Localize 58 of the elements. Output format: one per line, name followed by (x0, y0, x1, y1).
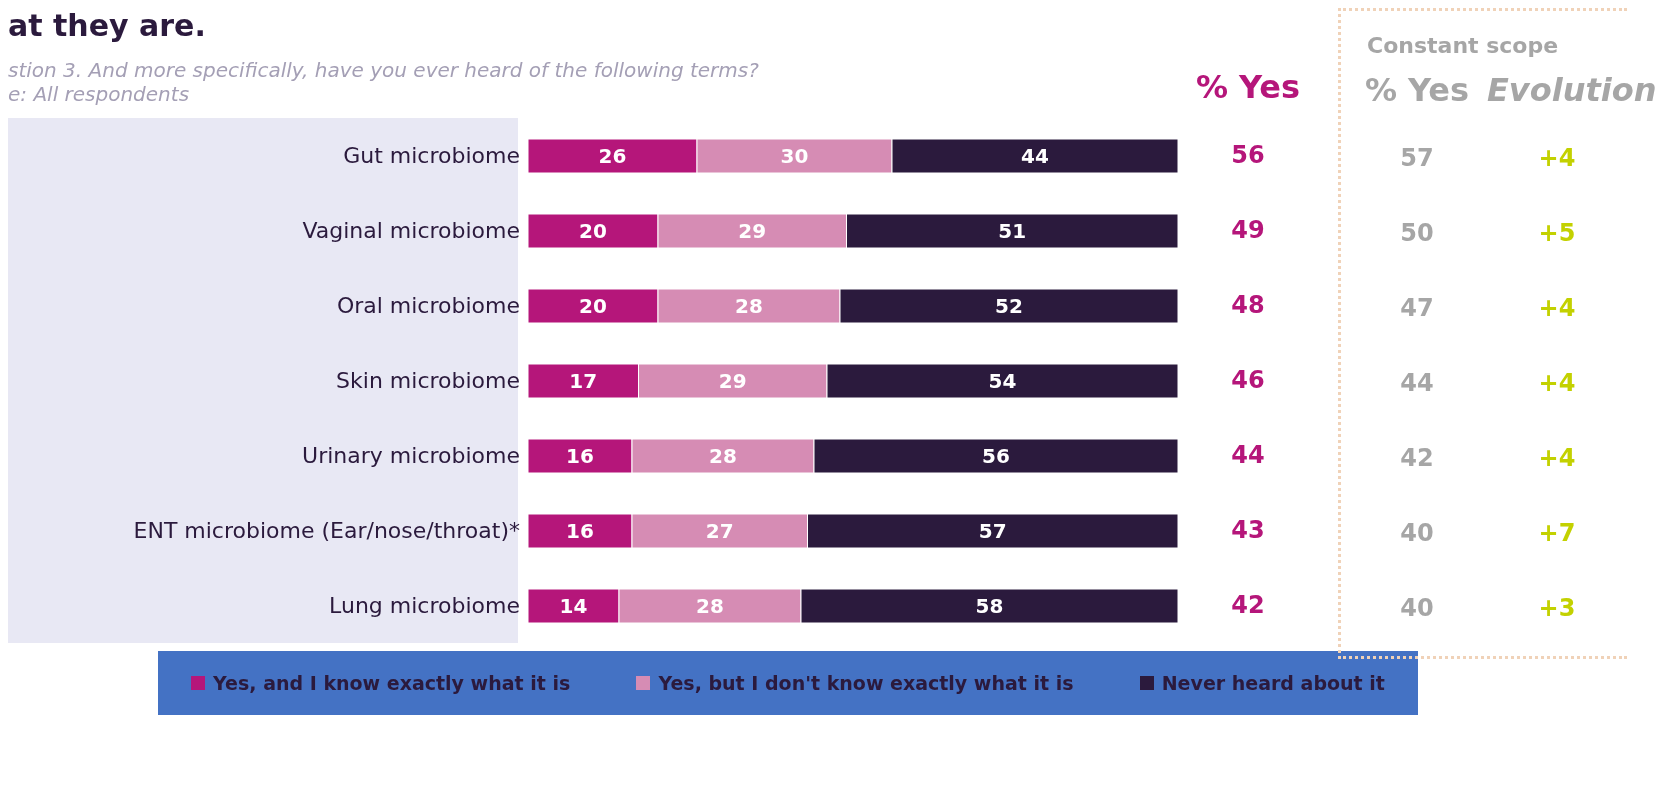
text: Evolution (1487, 71, 1657, 111)
data-label: 57 (1399, 143, 1435, 174)
data-label: 30 (780, 144, 809, 169)
data-label: 51 (998, 219, 1027, 244)
data-label: 26 (598, 144, 627, 169)
data-label: 54 (988, 369, 1017, 394)
data-label: 16 (566, 519, 594, 544)
data-label: 17 (569, 369, 598, 394)
data-label: 27 (705, 519, 734, 544)
data-label: 56 (982, 444, 1010, 469)
legend-label: % Yes (1363, 71, 1471, 111)
legend-label: Yes, but I don't know exactly what it is (658, 672, 1074, 694)
data-label: 28 (735, 294, 763, 319)
data-label: 50 (1399, 218, 1435, 249)
text: +4 (1537, 368, 1577, 399)
y-tick-label: Urinary microbiome (302, 443, 520, 469)
data-label: 49 (1230, 215, 1266, 246)
data-label: 14 (559, 594, 588, 619)
y-tick-label: Lung microbiome (329, 593, 520, 619)
data-label: 43 (1230, 515, 1266, 546)
data-label: 29 (718, 369, 747, 394)
text: +4 (1537, 443, 1577, 474)
data-label: 16 (566, 444, 594, 469)
text: at they are. (8, 8, 207, 44)
chart-subtitle: stion 3. And more specifically, have you ever heard of the following terms? e: All respondents (8, 58, 760, 106)
data-label: 44 (1399, 368, 1435, 399)
text: +7 (1537, 518, 1577, 549)
data-label: 42 (1230, 590, 1266, 621)
data-label: 40 (1399, 518, 1435, 549)
data-label: 57 (978, 519, 1007, 544)
text: Constant scope (1367, 33, 1559, 58)
y-tick-label: Gut microbiome (343, 143, 520, 169)
data-label: 40 (1399, 593, 1435, 624)
text: +4 (1537, 293, 1577, 324)
data-label: 29 (738, 219, 767, 244)
data-label: 44 (1230, 440, 1266, 471)
y-tick-label: Vaginal microbiome (302, 218, 520, 244)
data-label: 28 (696, 594, 724, 619)
y-tick-label: Oral microbiome (336, 293, 520, 319)
data-label: 56 (1230, 140, 1266, 171)
data-label: 46 (1230, 365, 1266, 396)
legend-label: Never heard about it (1161, 672, 1385, 694)
legend-label: Yes, and I know exactly what it is (213, 672, 571, 694)
y-tick-label: ENT microbiome (Ear/nose/throat)* (133, 518, 520, 544)
data-label: 42 (1399, 443, 1435, 474)
text: +3 (1537, 593, 1577, 624)
data-label: 44 (1021, 144, 1049, 169)
y-tick-label: Skin microbiome (336, 368, 520, 394)
data-label: 48 (1230, 290, 1266, 321)
text: +4 (1537, 143, 1577, 174)
legend-label: % Yes (1194, 68, 1302, 108)
data-label: 47 (1399, 293, 1435, 324)
data-label: 28 (709, 444, 737, 469)
data-label: 58 (975, 594, 1004, 619)
text: +5 (1537, 218, 1577, 249)
data-label: 52 (995, 294, 1023, 319)
data-label: 20 (579, 294, 607, 319)
data-label: 20 (579, 219, 607, 244)
